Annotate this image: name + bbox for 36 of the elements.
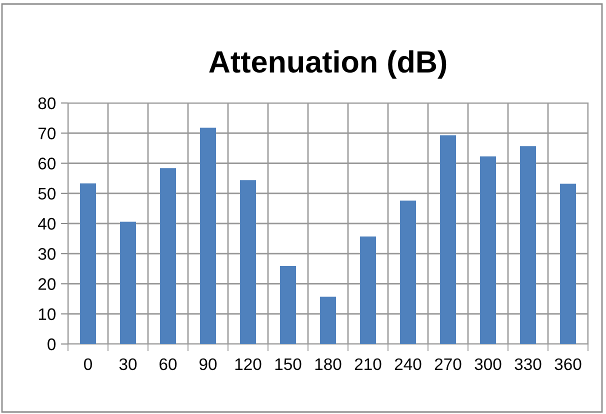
x-tick-label: 150 (275, 358, 302, 370)
bar (160, 168, 176, 344)
bar (120, 222, 136, 344)
bar (200, 128, 216, 344)
bar (440, 135, 456, 344)
x-tick-label: 60 (160, 358, 177, 370)
x-tick-label: 120 (235, 358, 262, 370)
x-tick-label: 90 (200, 358, 217, 370)
x-tick-label: 240 (394, 358, 422, 370)
y-tick-label: 50 (38, 188, 56, 200)
x-tick-label: 30 (119, 358, 137, 370)
y-tick-label: 70 (38, 128, 56, 140)
y-tick-label: 20 (38, 278, 56, 290)
bar (320, 296, 336, 344)
x-tick-label: 270 (434, 358, 462, 370)
y-tick-label: 0 (48, 338, 56, 350)
bar (360, 236, 376, 344)
bar (560, 184, 576, 344)
x-tick-label: 180 (315, 358, 342, 370)
bar (400, 200, 416, 344)
y-tick-label: 60 (38, 158, 56, 170)
bar (280, 266, 296, 344)
y-tick-label: 10 (38, 308, 56, 320)
bar (240, 180, 256, 344)
y-tick-label: 80 (38, 97, 56, 110)
y-tick-label: 40 (38, 218, 56, 230)
x-tick-label: 0 (84, 358, 92, 370)
x-tick-label: 360 (554, 358, 582, 370)
bar (480, 156, 496, 344)
y-tick-label: 30 (38, 248, 56, 260)
x-tick-label: 300 (474, 358, 502, 370)
chart-title: Attenuation (dB) (209, 50, 446, 79)
x-tick-label: 330 (514, 358, 542, 370)
bar (80, 183, 96, 344)
bar (520, 146, 536, 344)
x-tick-label: 210 (354, 358, 382, 370)
